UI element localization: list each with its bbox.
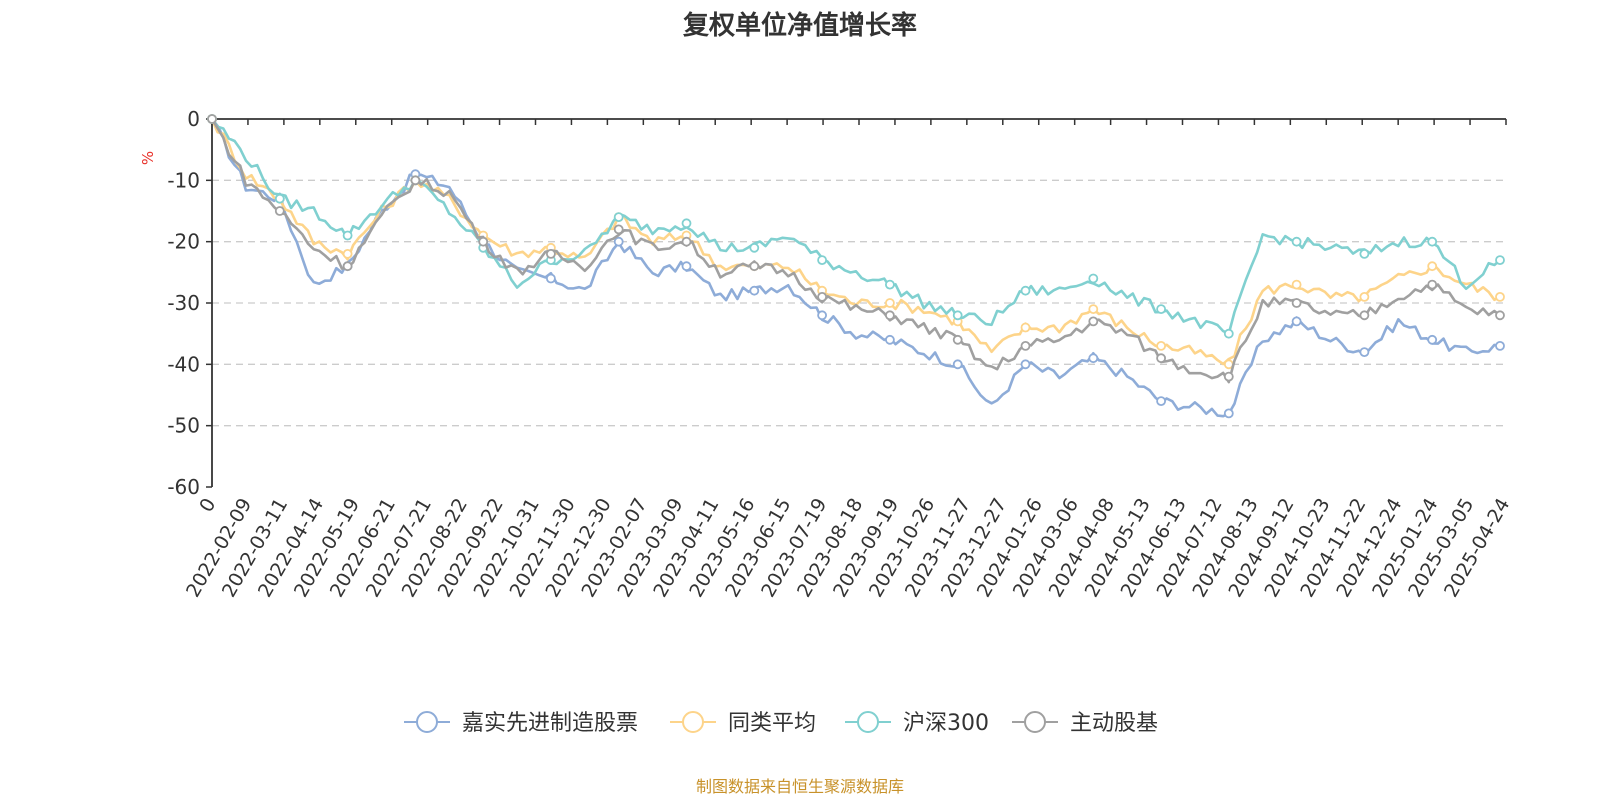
- data-point: [1156, 353, 1166, 364]
- data-point: [681, 218, 692, 229]
- data-point: [1359, 248, 1370, 259]
- data-point: [1020, 285, 1031, 296]
- legend-label: 同类平均: [728, 711, 816, 736]
- y-tick-label: -60: [167, 475, 200, 499]
- data-point: [681, 236, 692, 247]
- data-point: [1156, 340, 1166, 351]
- data-point: [613, 224, 624, 235]
- data-point: [952, 310, 963, 321]
- legend-label: 主动股基: [1070, 711, 1158, 736]
- y-tick-label: -20: [167, 230, 200, 254]
- data-point: [885, 334, 895, 345]
- y-axis-unit-label: %: [139, 151, 157, 165]
- data-point: [1088, 316, 1099, 327]
- data-point: [410, 175, 421, 186]
- legend-swatch-marker: [416, 711, 438, 733]
- data-point: [1291, 316, 1302, 327]
- data-point: [1156, 396, 1166, 407]
- data-point: [342, 248, 353, 259]
- series-line: [210, 118, 1501, 336]
- data-point: [1291, 279, 1302, 290]
- data-point: [1495, 340, 1505, 351]
- data-point: [1156, 304, 1166, 315]
- series-layer: [207, 114, 1505, 419]
- series-line: [210, 118, 1501, 418]
- legend-label: 沪深300: [903, 711, 989, 736]
- axis-layer: 0-10-20-30-40-50-6002022-02-092022-03-11…: [167, 107, 1514, 601]
- data-point: [1223, 408, 1234, 419]
- legend-swatch-marker: [682, 711, 704, 733]
- data-source-note: 制图数据来自恒生聚源数据库: [696, 777, 904, 796]
- legend-label: 嘉实先进制造股票: [462, 711, 638, 736]
- legend[interactable]: 嘉实先进制造股票 同类平均 沪深300 主动股基: [404, 711, 1158, 736]
- series-4: [207, 114, 1505, 384]
- data-point: [885, 279, 895, 290]
- data-point: [1495, 310, 1505, 321]
- data-point: [681, 261, 692, 272]
- y-tick-label: 0: [187, 107, 200, 131]
- legend-swatch-marker: [857, 711, 879, 733]
- series-line: [210, 118, 1501, 384]
- data-point: [1495, 291, 1505, 302]
- data-point: [749, 242, 760, 253]
- data-point: [274, 206, 285, 216]
- data-point: [885, 310, 895, 321]
- data-point: [1495, 255, 1505, 266]
- data-point: [749, 261, 760, 272]
- data-point: [207, 114, 217, 124]
- data-point: [885, 298, 895, 308]
- data-point: [817, 291, 827, 302]
- data-point: [749, 285, 760, 296]
- data-point: [546, 248, 556, 259]
- data-point: [1291, 298, 1302, 308]
- data-point: [1223, 371, 1234, 382]
- data-point: [478, 236, 489, 247]
- data-point: [1088, 304, 1099, 315]
- series-1: [207, 114, 1505, 419]
- data-point: [817, 255, 827, 266]
- data-point: [1088, 273, 1099, 284]
- series-3: [207, 114, 1505, 339]
- data-point: [342, 230, 353, 241]
- y-tick-label: -50: [167, 414, 200, 438]
- data-point: [1427, 334, 1438, 345]
- legend-item-4[interactable]: 主动股基: [1012, 711, 1158, 736]
- chart-title: 复权单位净值增长率: [683, 10, 917, 41]
- legend-swatch-marker: [1024, 711, 1046, 733]
- data-point: [952, 359, 963, 370]
- y-tick-label: -40: [167, 352, 200, 376]
- legend-item-1[interactable]: 嘉实先进制造股票: [404, 711, 638, 736]
- data-point: [1020, 359, 1031, 370]
- x-tick-label: 0: [195, 495, 220, 516]
- data-point: [613, 212, 624, 223]
- data-point: [1359, 310, 1370, 321]
- data-point: [546, 273, 556, 284]
- legend-item-3[interactable]: 沪深300: [845, 711, 989, 736]
- data-point: [613, 236, 624, 247]
- data-point: [952, 334, 963, 345]
- data-point: [1020, 322, 1031, 333]
- data-point: [1427, 261, 1438, 272]
- y-tick-label: -30: [167, 291, 200, 315]
- y-tick-label: -10: [167, 168, 200, 192]
- legend-item-2[interactable]: 同类平均: [670, 711, 816, 736]
- data-point: [1359, 347, 1370, 358]
- data-point: [1020, 340, 1031, 351]
- data-point: [342, 261, 353, 272]
- data-point: [1359, 291, 1370, 302]
- data-point: [1427, 279, 1438, 290]
- data-point: [1223, 328, 1234, 339]
- data-point: [1291, 236, 1302, 247]
- data-point: [1088, 353, 1099, 364]
- data-point: [817, 310, 827, 321]
- data-point: [1427, 236, 1438, 247]
- data-point: [274, 193, 285, 204]
